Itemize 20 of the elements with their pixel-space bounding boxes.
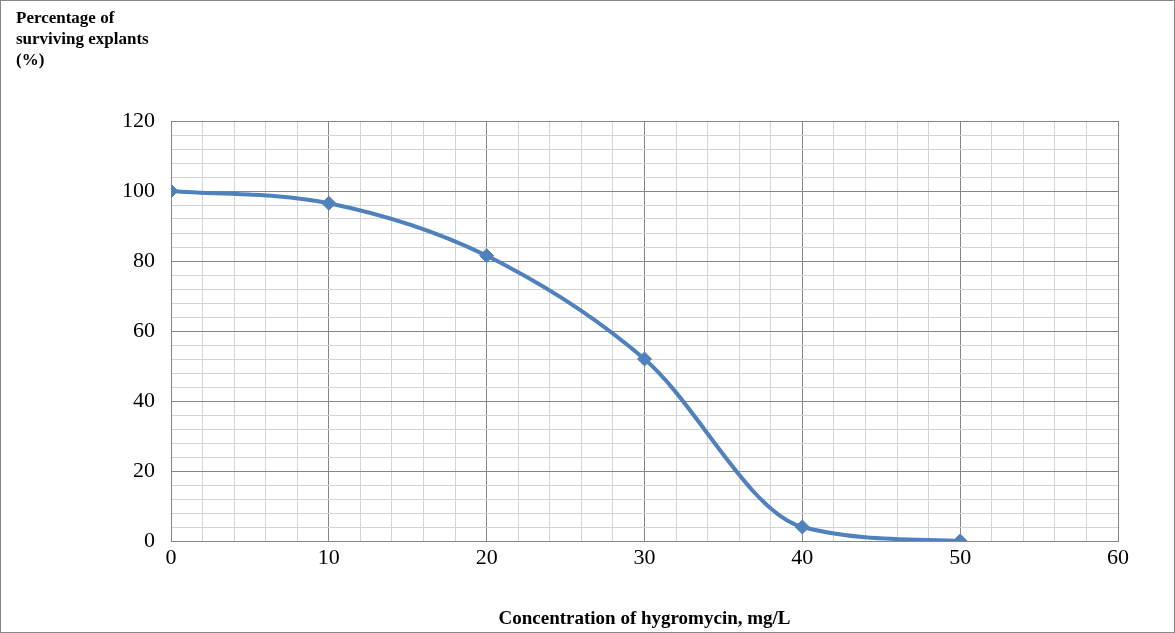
y-tick-label: 80 xyxy=(133,246,155,272)
x-tick-label: 10 xyxy=(317,543,340,569)
y-tick-label: 40 xyxy=(133,386,155,412)
y-tick-label: 60 xyxy=(133,316,155,342)
point xyxy=(637,351,652,367)
x-tick-label: 20 xyxy=(475,543,498,569)
x-tick-label: 0 xyxy=(165,543,177,569)
x-tick-label: 50 xyxy=(949,543,972,569)
x-axis-title: Concentration of hygromycin, mg/L xyxy=(498,606,791,628)
x-tick-label: 60 xyxy=(1107,543,1129,569)
y-tick-label: 120 xyxy=(122,106,155,132)
point xyxy=(479,248,495,264)
point xyxy=(794,519,810,535)
y-tick-label: 20 xyxy=(133,456,155,482)
y-tick-label: 0 xyxy=(144,526,155,552)
point xyxy=(321,195,337,211)
x-tick-label: 30 xyxy=(633,543,656,569)
x-tick-label: 40 xyxy=(791,543,814,569)
y-tick-label: 100 xyxy=(122,176,155,202)
y-axis-title: Percentage of surviving explants (%) xyxy=(16,7,149,70)
